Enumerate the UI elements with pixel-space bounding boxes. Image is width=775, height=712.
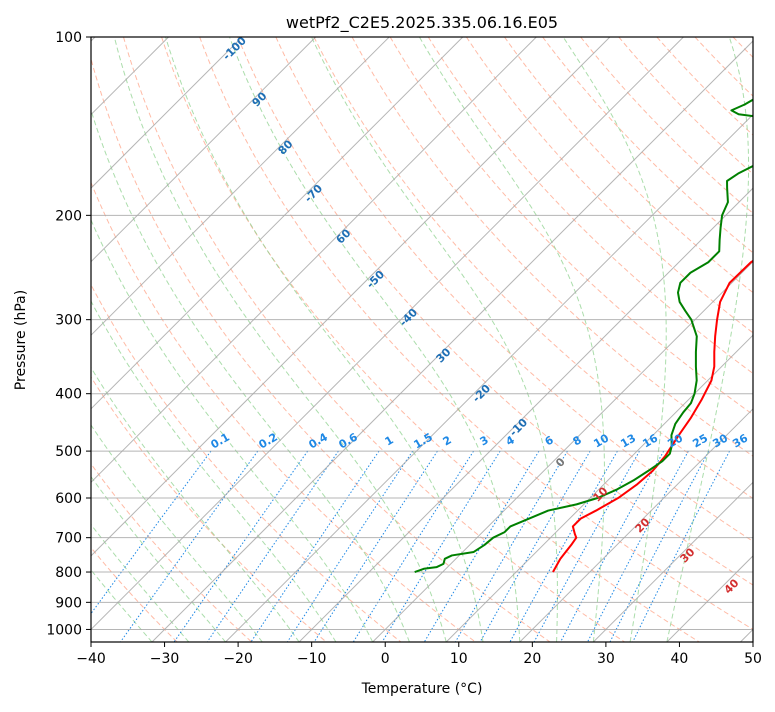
- mixing-ratio-line: [352, 450, 474, 642]
- moist-adiabat-line: [666, 37, 750, 642]
- dry-adiabat-line: [91, 463, 253, 642]
- x-tick-label: 20: [523, 651, 541, 667]
- dry-adiabat-line: [504, 37, 753, 294]
- dry-adiabat-line: [542, 37, 753, 254]
- y-axis-label: Pressure (hPa): [13, 290, 29, 390]
- mixing-ratio-line: [509, 450, 618, 642]
- isotherm-line: [151, 40, 753, 642]
- moist-adiabat-line: [91, 475, 226, 642]
- isotherm-line: [91, 37, 390, 336]
- chart-title: wetPf2_C2E5.2025.335.06.16.E05: [286, 13, 558, 33]
- isotherm-line: [91, 37, 317, 263]
- x-tick-label: 0: [381, 651, 390, 667]
- y-tick-label: 800: [55, 565, 82, 581]
- dry-adiabat-line: [199, 37, 753, 631]
- moist-adiabat-line: [418, 37, 605, 642]
- isotherm-line: [91, 37, 243, 189]
- mixing-ratio-line: [423, 450, 540, 642]
- isotherm-line: [298, 187, 753, 642]
- mixing-ratio-line: [286, 450, 414, 642]
- x-tick-label: −30: [150, 651, 180, 667]
- dry-adiabat-line: [161, 37, 700, 642]
- plot-frame: [90, 36, 754, 643]
- moist-adiabat-line: [91, 108, 410, 642]
- y-tick-label: 500: [55, 444, 82, 460]
- moist-adiabat-line: [311, 37, 558, 642]
- isotherm-line: [372, 260, 753, 642]
- x-axis-label: Temperature (°C): [361, 681, 483, 697]
- dry-adiabat-line: [237, 37, 753, 586]
- mixing-ratio-line: [206, 450, 339, 642]
- moist-adiabat-line: [113, 37, 447, 642]
- isotherm-line: [225, 113, 753, 642]
- mixing-ratio-line: [120, 450, 259, 642]
- mixing-ratio-line: [632, 450, 730, 642]
- dry-adiabat-line: [275, 37, 753, 542]
- mixing-ratio-line: [560, 450, 665, 642]
- dry-adiabat-line: [91, 283, 402, 642]
- mixing-ratio-line: [609, 450, 710, 642]
- x-tick-label: −20: [223, 651, 253, 667]
- y-tick-label: 900: [55, 595, 82, 611]
- x-tick-label: 50: [744, 651, 762, 667]
- dewpoint-profile-line: [414, 98, 753, 573]
- isotherm-line: [592, 481, 753, 642]
- mixing-ratio-line: [173, 450, 309, 642]
- dry-adiabat-line: [618, 37, 753, 175]
- dry-adiabat-line: [427, 37, 753, 375]
- mixing-ratio-line: [533, 450, 640, 642]
- isotherm-line: [91, 37, 684, 631]
- moist-adiabat-line: [562, 37, 667, 642]
- y-tick-label: 600: [55, 491, 82, 507]
- dry-adiabat-line: [91, 57, 551, 642]
- moist-adiabat-line: [229, 37, 521, 642]
- isotherm-line: [445, 334, 753, 642]
- isotherm-line: [91, 37, 611, 557]
- x-tick-label: −40: [76, 651, 106, 667]
- dry-adiabat-line: [122, 37, 625, 642]
- y-tick-label: 400: [55, 387, 82, 403]
- temperature-profile-line: [552, 259, 753, 573]
- mixing-ratio-line: [313, 450, 438, 642]
- isotherm-line: [519, 408, 753, 642]
- dry-adiabat-line: [313, 37, 753, 500]
- isotherm-line: [91, 37, 537, 484]
- moist-adiabat-line: [91, 218, 374, 642]
- y-tick-label: 200: [55, 208, 82, 224]
- x-tick-label: −10: [297, 651, 327, 667]
- x-tick-label: 40: [671, 651, 689, 667]
- mixing-ratio-line: [587, 450, 689, 642]
- dry-adiabat-line: [91, 181, 476, 642]
- mixing-ratio-line: [91, 450, 212, 615]
- y-tick-label: 300: [55, 313, 82, 329]
- x-tick-label: 30: [597, 651, 615, 667]
- moist-adiabat-line: [91, 300, 337, 642]
- dry-adiabat-line: [389, 37, 753, 416]
- y-tick-label: 100: [55, 30, 82, 46]
- y-tick-label: 700: [55, 531, 82, 547]
- mixing-ratio-line: [381, 450, 501, 642]
- y-tick-label: 1000: [46, 622, 82, 638]
- isotherm-line: [91, 37, 464, 410]
- moist-adiabat-line: [165, 37, 484, 642]
- moist-adiabat-line: [91, 424, 263, 642]
- x-tick-label: 10: [450, 651, 468, 667]
